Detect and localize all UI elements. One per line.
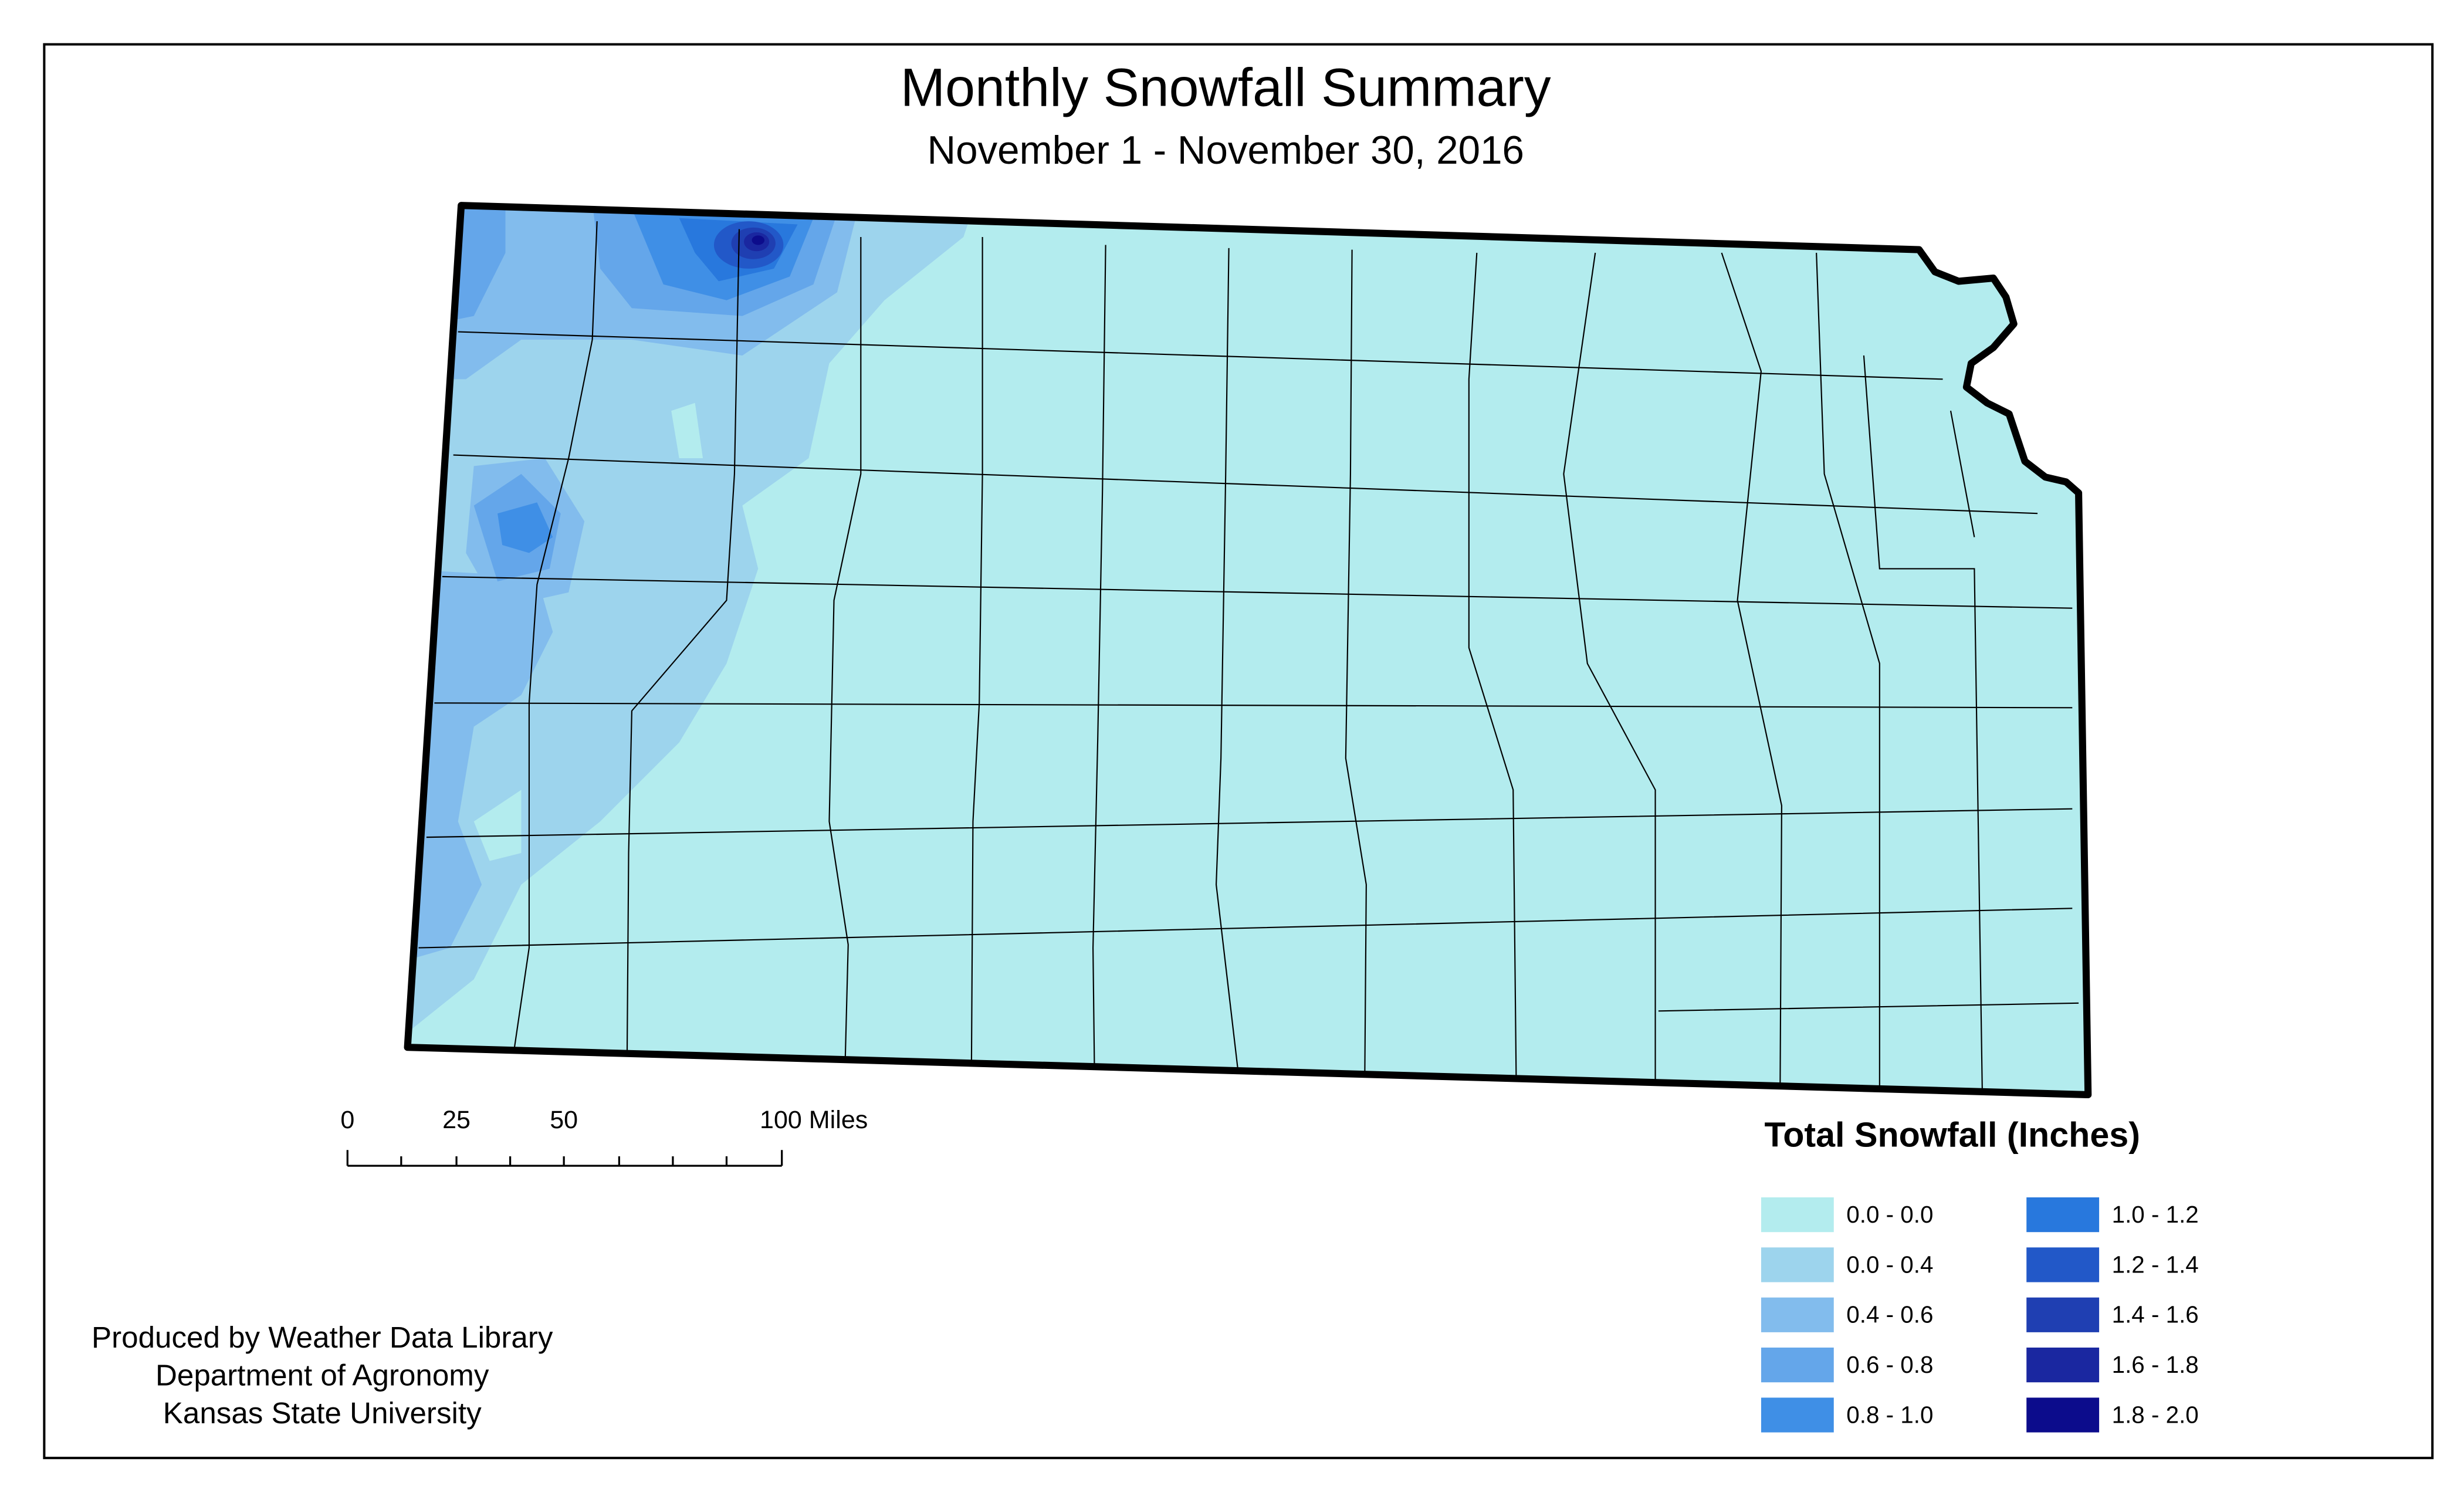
scale-label: 25 (442, 1106, 471, 1134)
legend-title: Total Snowfall (Inches) (1764, 1115, 2140, 1154)
credits: Produced by Weather Data Library Departme… (92, 1321, 553, 1430)
legend-swatch (1761, 1247, 1834, 1282)
legend-label: 0.0 - 0.0 (1846, 1201, 1933, 1228)
snow-zone (473, 790, 522, 861)
legend-swatch (1761, 1397, 1834, 1433)
county-lines (418, 221, 2079, 1095)
legend-swatch (2026, 1297, 2100, 1332)
legend-swatch (1761, 1348, 1834, 1383)
scale-label: 50 (550, 1106, 578, 1134)
snow-zone (407, 205, 980, 1043)
map-title: Monthly Snowfall Summary (901, 58, 1551, 118)
credit-line: Produced by Weather Data Library (92, 1321, 553, 1354)
snow-zone (671, 402, 703, 458)
scale-label: 0 (340, 1106, 354, 1134)
scale-labels: 0 25 50 100 Miles (340, 1106, 868, 1134)
credit-line: Kansas State University (163, 1396, 482, 1430)
legend-label: 1.6 - 1.8 (2112, 1351, 2199, 1378)
scale-label: 100 Miles (760, 1106, 868, 1134)
snowfall-surface (407, 205, 2089, 1095)
snow-zone (497, 502, 553, 553)
legend-label: 0.0 - 0.4 (1846, 1251, 1933, 1278)
map-subtitle: November 1 - November 30, 2016 (928, 128, 1524, 172)
snow-zone (752, 235, 765, 245)
legend-label: 0.4 - 0.6 (1846, 1301, 1933, 1328)
legend-label: 0.6 - 0.8 (1846, 1351, 1933, 1378)
scale-ticks (346, 1150, 783, 1167)
legend-swatch (2026, 1197, 2100, 1233)
legend-label: 1.4 - 1.6 (2112, 1301, 2199, 1328)
legend-label: 1.2 - 1.4 (2112, 1251, 2199, 1278)
legend-label: 0.8 - 1.0 (1846, 1401, 1933, 1428)
legend-label: 1.8 - 2.0 (2112, 1401, 2199, 1428)
legend-swatch (2026, 1397, 2100, 1433)
legend-swatch (1761, 1197, 1834, 1233)
state-border (404, 202, 2092, 1099)
legend-swatch (2026, 1247, 2100, 1282)
legend: 0.0 - 0.0 0.0 - 0.4 0.4 - 0.6 0.6 - 0.8 0.8 … (1761, 1197, 2199, 1433)
legend-label: 1.0 - 1.2 (2112, 1201, 2199, 1228)
credit-line: Department of Agronomy (155, 1358, 489, 1392)
scale-bar (346, 1150, 783, 1167)
legend-swatch (2026, 1348, 2100, 1383)
legend-swatch (1761, 1297, 1834, 1332)
